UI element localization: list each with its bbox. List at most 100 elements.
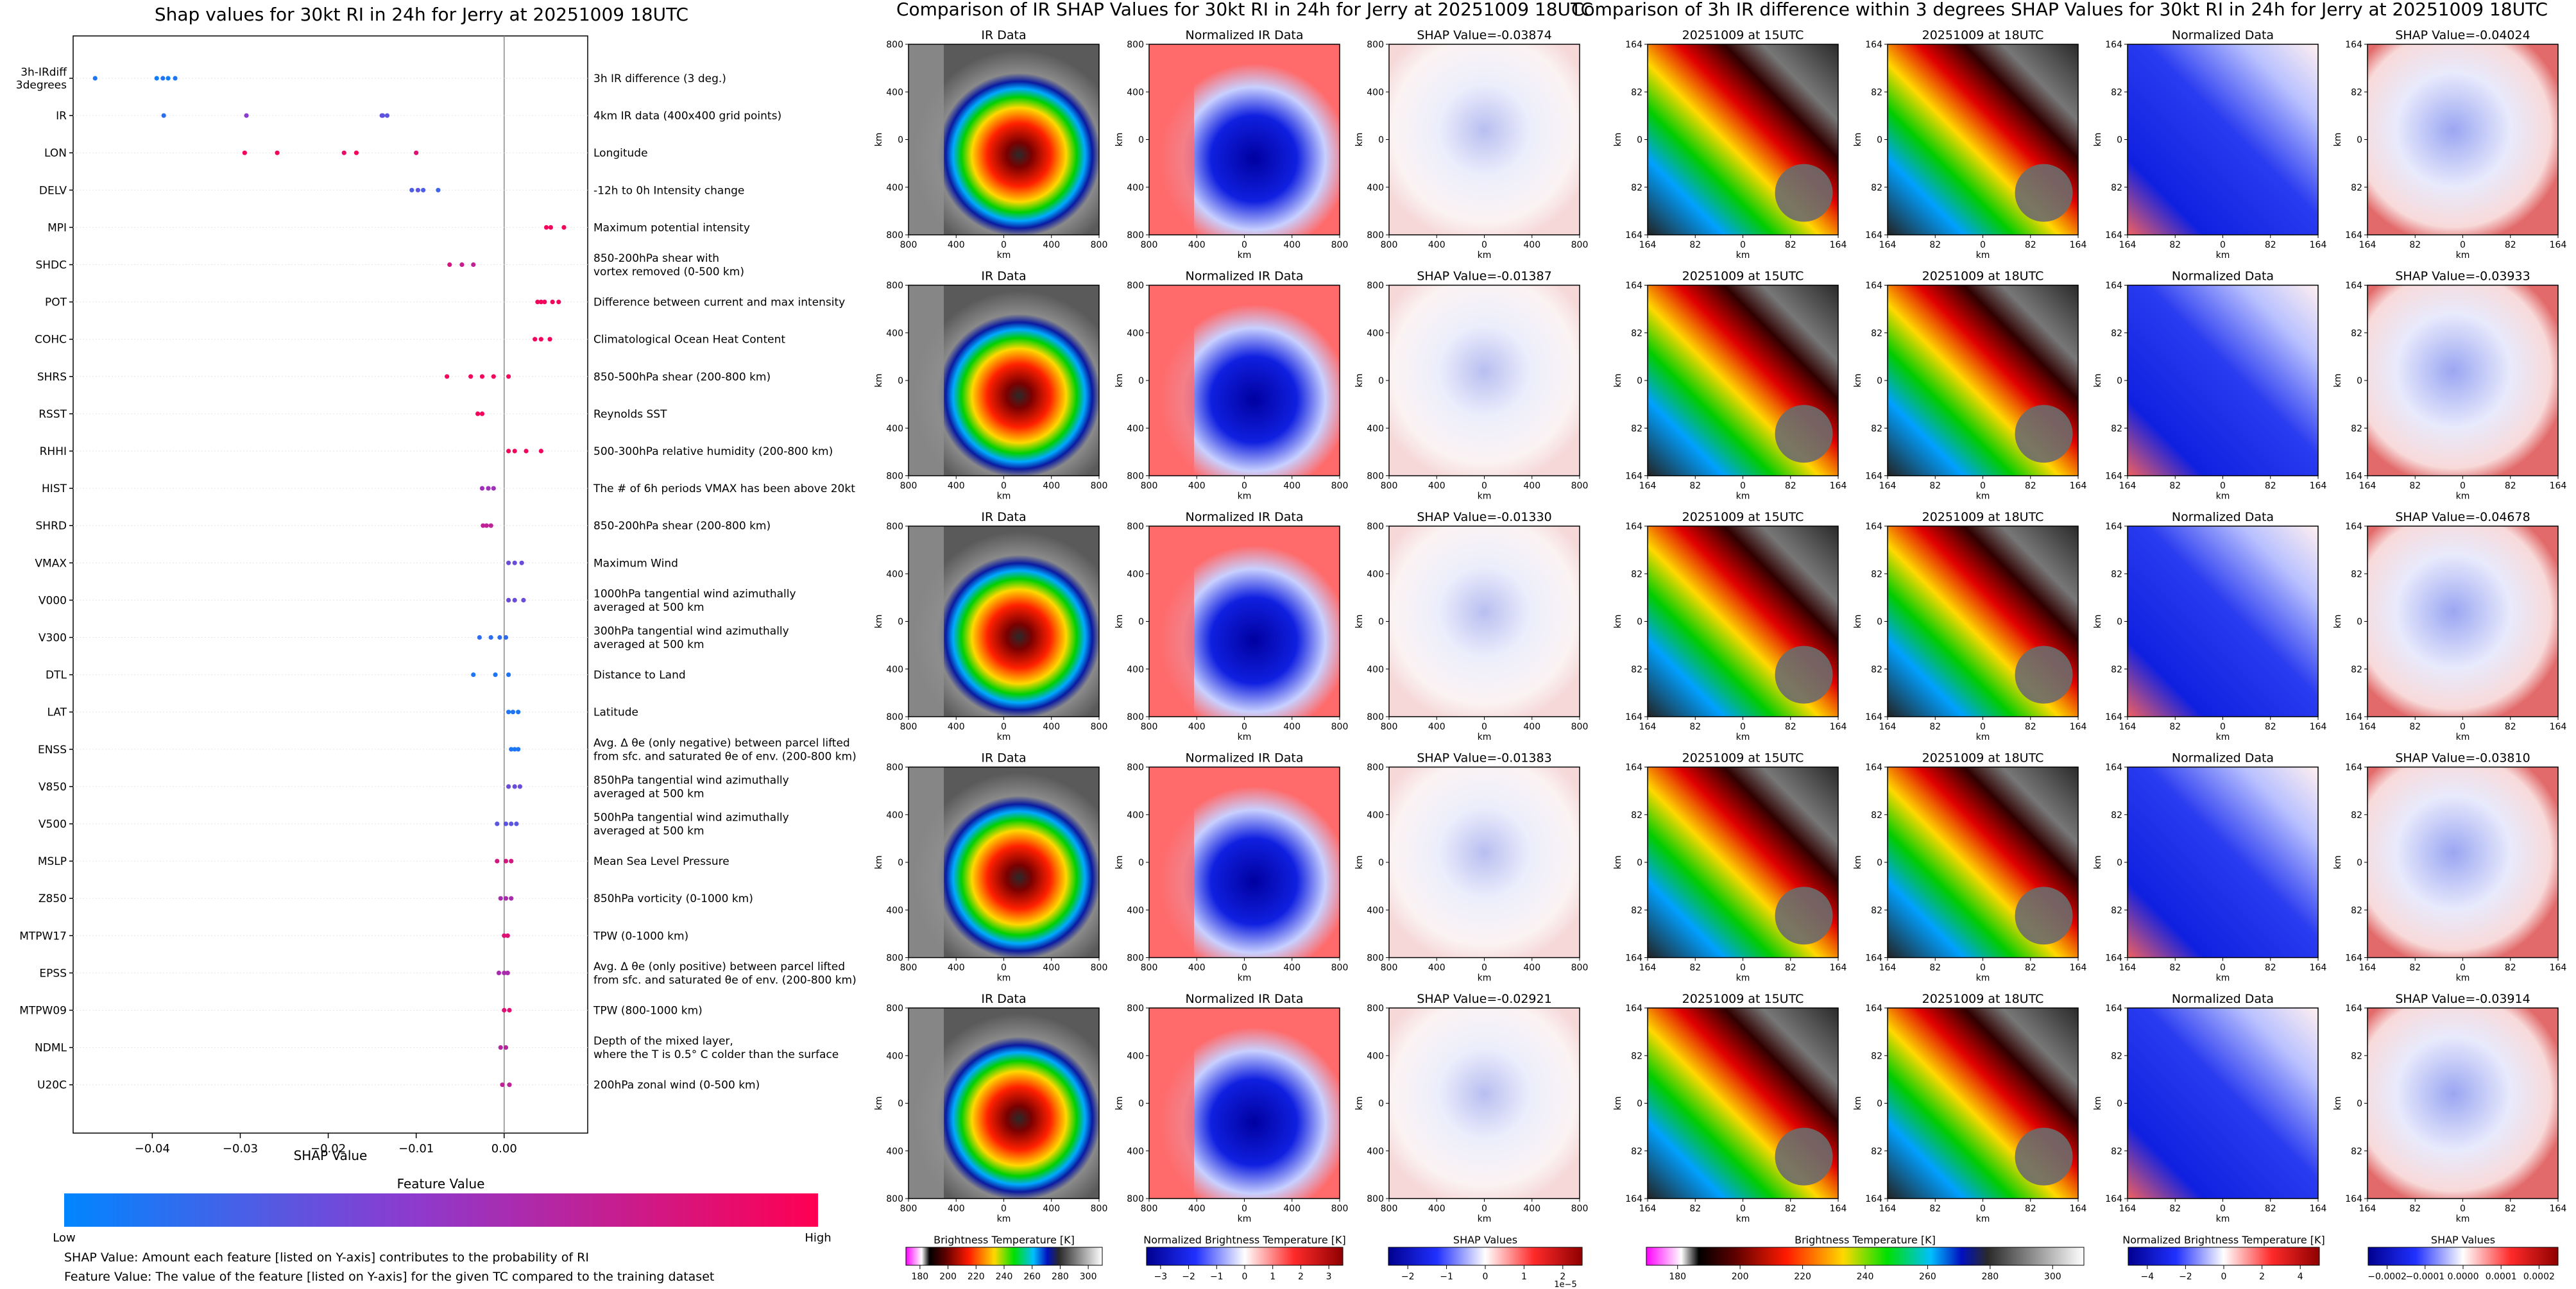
feature-description: 850-200hPa shear with xyxy=(593,252,719,265)
feature-name: SHRS xyxy=(37,371,67,384)
y-tick-label: 164 xyxy=(1865,953,1882,964)
ir-shap-image-title: SHAP Value=-0.01330 xyxy=(1417,510,1551,524)
y-tick-label: 400 xyxy=(1367,569,1384,579)
y-tick-label: 82 xyxy=(2111,1051,2122,1061)
x-axis-label: km xyxy=(1478,732,1492,742)
colorbar-tick-label: 280 xyxy=(1052,1272,1069,1282)
x-tick-label: 800 xyxy=(1571,240,1589,250)
colorbar-tick-label: 2 xyxy=(1298,1272,1304,1282)
feature-description: 850hPa vorticity (0-1000 km) xyxy=(593,892,753,905)
x-tick-label: −0.01 xyxy=(398,1142,434,1156)
shap-point xyxy=(506,560,511,565)
y-tick-label: 164 xyxy=(1865,472,1882,482)
feature-name: U20C xyxy=(37,1079,67,1092)
diff-shap-image-frame xyxy=(2367,44,2559,235)
diff-bt-colorbar xyxy=(1646,1247,2085,1266)
ir-colorbars: Brightness Temperature [K] Normalized Br… xyxy=(905,1234,1583,1289)
y-tick-label: 164 xyxy=(1865,712,1882,722)
feature-description: Avg. Δ θe (only negative) between parcel… xyxy=(593,737,850,749)
shap-point xyxy=(160,76,166,81)
normalized-ir-image-title: Normalized IR Data xyxy=(1186,751,1304,765)
ir-shap-image-frame xyxy=(1388,525,1580,717)
shap-point xyxy=(173,76,178,81)
diff-normalized-image xyxy=(2128,767,2318,958)
y-tick-label: 800 xyxy=(1127,712,1144,722)
x-tick-label: 0 xyxy=(1740,963,1746,973)
diff-15utc-image-frame xyxy=(1647,1007,1839,1199)
y-tick-label: 0 xyxy=(2357,1099,2362,1109)
x-axis-label: km xyxy=(1238,1214,1252,1224)
y-tick-label: 0 xyxy=(1138,1099,1144,1109)
diff-18utc-image-frame xyxy=(1887,1007,2079,1199)
y-tick-label: 82 xyxy=(1631,423,1642,434)
y-tick-label: 0 xyxy=(1637,135,1642,146)
ir-block-title: Comparison of IR SHAP Values for 30kt RI… xyxy=(896,0,1593,20)
shap-point xyxy=(341,150,346,155)
y-axis-label: km xyxy=(2093,855,2103,869)
diff-15utc-image-title: 20251009 at 15UTC xyxy=(1682,992,1804,1006)
diff-18utc-image-title: 20251009 at 18UTC xyxy=(1922,28,2044,42)
shap-point xyxy=(506,597,511,603)
cold-core-region xyxy=(1775,405,1833,463)
shap-value-note: SHAP Value: Amount each feature [listed … xyxy=(64,1251,589,1265)
colorbar-tick-label: −2 xyxy=(2179,1272,2192,1282)
x-axis-label: km xyxy=(997,491,1011,502)
x-tick-label: 800 xyxy=(1331,722,1349,732)
feature-name: IR xyxy=(56,110,67,123)
y-tick-label: 82 xyxy=(1871,905,1882,916)
y-tick-label: 400 xyxy=(886,810,903,821)
y-tick-label: 164 xyxy=(2345,1003,2362,1014)
y-axis-label: km xyxy=(1613,1097,1623,1111)
x-tick-label: 82 xyxy=(2025,481,2036,491)
x-tick-label: 800 xyxy=(1091,1204,1108,1214)
y-tick-label: 400 xyxy=(1127,183,1144,193)
x-tick-label: 400 xyxy=(1428,481,1446,491)
y-axis-label: km xyxy=(1613,855,1623,869)
x-tick-label: 0 xyxy=(1980,963,1986,973)
y-axis-label: km xyxy=(1853,133,1863,147)
y-tick-label: 82 xyxy=(1871,1147,1882,1157)
shap-point xyxy=(512,597,517,603)
shap-plot-content: −0.04 −0.03 −0.02 −0.01 0.00 3h-IRdiff3degree… xyxy=(16,36,857,1156)
ir-shap-image xyxy=(1389,767,1580,958)
diff-normalized-image-frame xyxy=(2127,1007,2319,1199)
x-tick-label: −0.04 xyxy=(135,1142,170,1156)
shap-point xyxy=(503,858,509,864)
y-axis-label: km xyxy=(874,615,884,629)
x-tick-label: 82 xyxy=(2409,240,2421,250)
x-tick-label: 400 xyxy=(1188,481,1206,491)
colorbar-tick-label: −3 xyxy=(1154,1272,1168,1282)
norm-warm-region xyxy=(1149,285,1194,476)
y-tick-label: 800 xyxy=(886,763,903,773)
y-tick-label: 400 xyxy=(886,1147,903,1157)
y-tick-label: 164 xyxy=(2345,281,2362,291)
y-axis-label: km xyxy=(1853,1097,1863,1111)
y-tick-label: 0 xyxy=(1637,1099,1642,1109)
x-tick-label: 0 xyxy=(1241,1204,1247,1214)
ir-data-image-frame xyxy=(908,525,1100,717)
y-tick-label: 82 xyxy=(1871,183,1882,193)
y-tick-label: 0 xyxy=(1378,858,1384,868)
x-axis-label: km xyxy=(997,1214,1011,1224)
x-tick-label: 82 xyxy=(2409,963,2421,973)
feature-description: 4km IR data (400x400 grid points) xyxy=(593,110,781,123)
y-tick-label: 400 xyxy=(1367,87,1384,98)
x-tick-label: 82 xyxy=(2265,481,2276,491)
y-tick-label: 400 xyxy=(1367,810,1384,821)
feature-name: POT xyxy=(45,296,67,309)
diff-shap-image-frame xyxy=(2367,525,2559,717)
y-tick-label: 0 xyxy=(1877,1099,1882,1109)
y-tick-label: 800 xyxy=(1127,953,1144,964)
y-tick-label: 800 xyxy=(886,712,903,722)
x-tick-label: 800 xyxy=(1141,481,1158,491)
feature-name: DTL xyxy=(46,669,67,682)
x-tick-label: 0 xyxy=(2460,963,2466,973)
y-axis-label: km xyxy=(874,373,884,388)
y-axis-label: km xyxy=(1853,855,1863,869)
shap-point xyxy=(436,187,441,192)
x-tick-label: 400 xyxy=(1188,963,1206,973)
ir-data-image-frame xyxy=(908,1007,1100,1199)
feature-name: 3degrees xyxy=(16,79,67,92)
feature-description: 500-300hPa relative humidity (200-800 km… xyxy=(593,445,833,458)
y-tick-label: 0 xyxy=(898,135,903,146)
